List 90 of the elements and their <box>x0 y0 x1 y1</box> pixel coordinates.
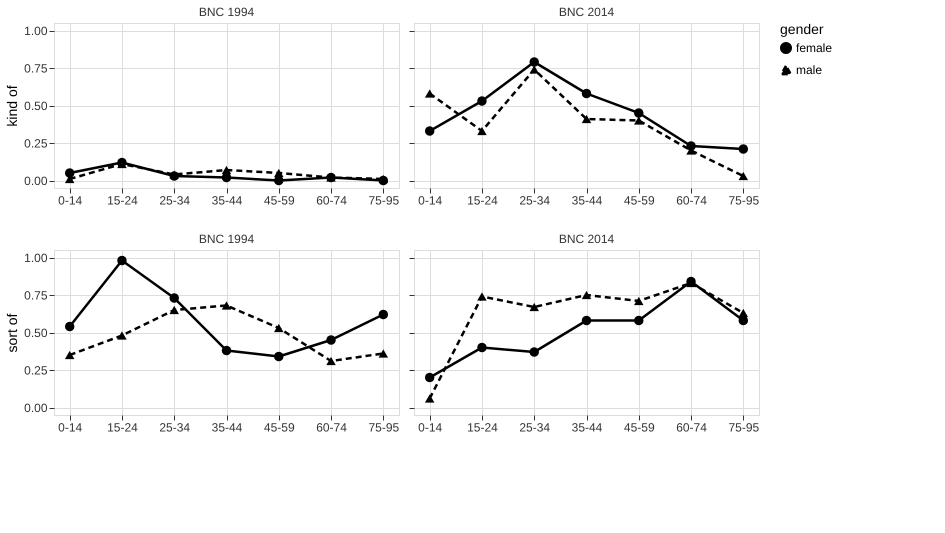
point <box>634 108 644 118</box>
legend-label: male <box>796 63 822 77</box>
point <box>326 356 336 366</box>
y-axis-title: sort of <box>4 313 20 352</box>
point <box>424 126 434 136</box>
legend-title: gender <box>780 21 824 37</box>
y-tick-label: 0.75 <box>24 288 48 302</box>
chart-title: BNC 2014 <box>558 5 615 19</box>
chart-title: BNC 2014 <box>558 232 615 246</box>
point <box>582 114 592 124</box>
point <box>222 301 232 310</box>
x-tick-label: 0-14 <box>58 194 83 208</box>
point <box>738 316 748 326</box>
x-tick-label: 15-24 <box>467 420 498 434</box>
x-tick-label: 15-24 <box>467 194 498 208</box>
point <box>529 347 539 357</box>
point <box>274 168 284 178</box>
point <box>64 322 74 332</box>
x-tick-label: 25-34 <box>519 420 550 434</box>
point <box>634 316 644 326</box>
y-tick-label: 0.75 <box>24 62 48 76</box>
x-tick-label: 0-14 <box>418 194 443 208</box>
x-tick-label: 60-74 <box>316 420 348 434</box>
point <box>634 116 644 125</box>
x-tick-label: 15-24 <box>107 194 138 208</box>
x-tick-label: 35-44 <box>572 194 603 208</box>
point <box>424 394 434 403</box>
point <box>738 144 748 154</box>
point <box>378 310 388 320</box>
x-tick-label: 60-74 <box>316 194 348 208</box>
x-tick-label: 35-44 <box>572 420 603 434</box>
point <box>477 126 487 136</box>
point <box>424 372 434 382</box>
chart-title: BNC 1994 <box>198 232 255 246</box>
y-tick-label: 1.00 <box>24 24 48 38</box>
x-tick-label: 35-44 <box>212 194 243 208</box>
point <box>222 172 232 182</box>
point <box>222 166 232 174</box>
x-tick-label: 35-44 <box>212 420 243 434</box>
x-tick-label: 0-14 <box>58 420 83 434</box>
y-tick-label: 0.00 <box>24 174 48 188</box>
point <box>274 324 284 332</box>
y-tick-label: 0.25 <box>24 364 48 378</box>
y-tick-label: 1.00 <box>24 251 48 265</box>
x-tick-label: 45-59 <box>624 420 655 434</box>
point <box>582 88 592 98</box>
point <box>169 293 179 303</box>
y-tick-label: 0.50 <box>24 99 48 113</box>
point <box>274 176 284 186</box>
point <box>529 57 539 67</box>
point <box>529 302 539 312</box>
point <box>477 342 487 352</box>
y-tick-label: 0.00 <box>24 401 48 415</box>
x-tick-label: 25-34 <box>519 194 550 208</box>
x-tick-label: 25-34 <box>159 194 190 208</box>
chart-title: BNC 1994 <box>198 5 255 19</box>
point <box>582 316 592 326</box>
point <box>477 292 487 301</box>
x-tick-label: 45-59 <box>624 194 655 208</box>
x-tick-label: 75-95 <box>728 194 760 208</box>
x-tick-label: 75-95 <box>368 420 400 434</box>
y-tick-label: 0.25 <box>24 136 48 150</box>
point <box>222 346 232 356</box>
point <box>738 308 748 318</box>
x-tick-label: 45-59 <box>264 194 295 208</box>
point <box>529 65 539 74</box>
x-tick-label: 75-95 <box>368 194 400 208</box>
x-tick-label: 15-24 <box>107 420 138 434</box>
point <box>738 172 748 180</box>
point <box>64 350 74 360</box>
point <box>64 168 74 178</box>
y-tick-label: 0.50 <box>24 326 48 340</box>
x-tick-label: 45-59 <box>264 420 295 434</box>
x-tick-label: 60-74 <box>676 420 708 434</box>
point <box>378 349 388 358</box>
point <box>424 89 434 98</box>
point <box>117 331 127 340</box>
y-axis-title: kind of <box>4 85 20 127</box>
point <box>634 296 644 306</box>
point <box>274 352 284 362</box>
point <box>582 290 592 300</box>
point <box>169 306 179 314</box>
point <box>326 335 336 345</box>
point <box>477 96 487 106</box>
legend-label: female <box>796 41 832 55</box>
x-tick-label: 0-14 <box>418 420 443 434</box>
x-tick-label: 60-74 <box>676 194 708 208</box>
x-tick-label: 25-34 <box>159 420 190 434</box>
point <box>117 256 127 266</box>
x-tick-label: 75-95 <box>728 420 760 434</box>
